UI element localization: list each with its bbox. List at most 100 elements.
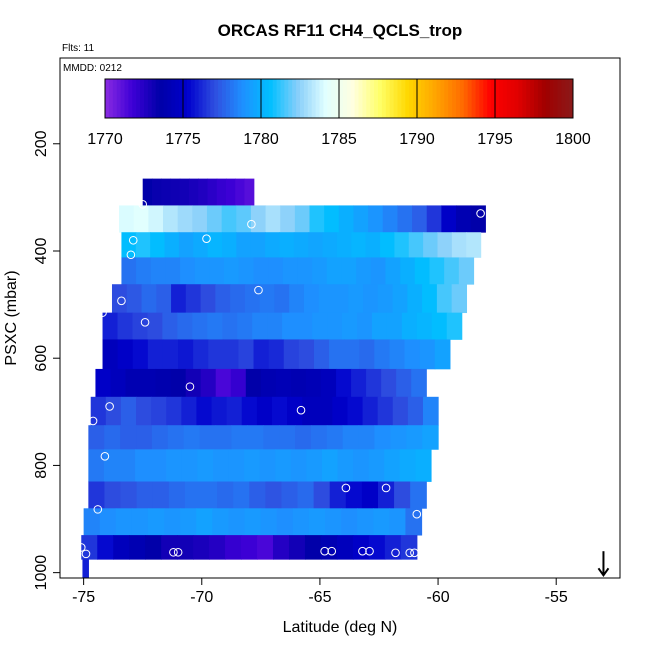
heatmap-cell-2-5 xyxy=(193,232,209,258)
colorbar-swatch-0 xyxy=(105,79,110,118)
heatmap-cell-11-5 xyxy=(168,481,186,509)
colorbar-tick-label-3: 1785 xyxy=(321,131,357,148)
heatmap-cell-7-2 xyxy=(125,368,142,398)
heatmap-cell-11-2 xyxy=(120,481,138,509)
heatmap-cell-0-0 xyxy=(142,178,153,206)
colorbar-swatch-41 xyxy=(264,79,270,118)
colorbar-swatch-71 xyxy=(381,79,387,118)
heatmap-cell-10-8 xyxy=(212,449,230,482)
heatmap-cell-5-23 xyxy=(446,312,463,340)
heatmap-cell-11-19 xyxy=(394,481,411,509)
heatmap-cell-0-3 xyxy=(170,178,181,206)
heatmap-cell-1-18 xyxy=(382,205,399,233)
heatmap-cell-2-13 xyxy=(308,232,324,258)
heatmap-cell-6-19 xyxy=(389,339,406,370)
heatmap-cell-7-9 xyxy=(230,368,247,398)
heatmap-cell-7-1 xyxy=(110,368,127,398)
heatmap-cell-10-3 xyxy=(135,449,152,482)
heatmap-cell-4-9 xyxy=(244,284,261,314)
x-tick-label-0: -75 xyxy=(72,589,95,606)
colorbar-tick-label-1: 1775 xyxy=(165,131,201,148)
heatmap-cell-6-10 xyxy=(253,339,270,370)
heatmap-cell-9-7 xyxy=(199,425,217,450)
colorbar-swatch-54 xyxy=(315,79,320,118)
heatmap-cell-2-2 xyxy=(150,232,166,258)
colorbar-swatch-113 xyxy=(545,79,551,118)
heatmap-cell-4-4 xyxy=(171,284,187,314)
colorbar-swatch-34 xyxy=(237,79,242,118)
heatmap-cell-10-13 xyxy=(290,449,307,482)
heatmap-cell-1-21 xyxy=(426,205,442,233)
heatmap-cell-1-6 xyxy=(206,205,223,233)
heatmap-cell-5-1 xyxy=(117,312,134,340)
heatmap-cell-6-20 xyxy=(404,339,421,370)
heatmap-cell-4-2 xyxy=(141,284,157,314)
marker-14 xyxy=(100,452,110,461)
heatmap-cell-9-0 xyxy=(88,425,105,450)
heatmap-cell-9-13 xyxy=(294,425,312,450)
heatmap-cell-9-5 xyxy=(167,425,185,450)
heatmap-cell-6-22 xyxy=(434,339,451,370)
heatmap-cell-3-0 xyxy=(121,257,137,285)
heatmap-cell-12-13 xyxy=(292,508,310,536)
heatmap-cell-4-8 xyxy=(230,284,246,314)
heatmap-cell-10-2 xyxy=(119,449,136,482)
heatmap-cell-13-12 xyxy=(272,535,290,560)
heatmap-cell-0-8 xyxy=(216,178,227,206)
colorbar-swatch-29 xyxy=(218,79,223,118)
heatmap-cell-6-12 xyxy=(283,339,300,370)
heatmap-cell-6-21 xyxy=(419,339,436,370)
heatmap-cell-7-4 xyxy=(155,368,172,398)
heatmap-cell-9-10 xyxy=(247,425,264,450)
colorbar-swatch-99 xyxy=(491,79,496,118)
heatmap-cell-1-19 xyxy=(397,205,413,233)
heatmap-cell-13-9 xyxy=(225,535,242,560)
colorbar-swatch-104 xyxy=(510,79,515,118)
heatmap-cell-12-5 xyxy=(164,508,181,536)
heatmap-cell-8-4 xyxy=(151,396,167,426)
colorbar-swatch-105 xyxy=(514,79,519,118)
heatmap-cell-4-1 xyxy=(126,284,143,314)
arrow-head xyxy=(597,567,610,578)
colorbar-swatch-45 xyxy=(280,79,285,118)
heatmap-cell-10-18 xyxy=(368,449,385,482)
colorbar-swatch-47 xyxy=(288,79,293,118)
heatmap-cell-2-22 xyxy=(437,232,453,258)
heatmap-cell-13-3 xyxy=(129,535,146,560)
heatmap-cell-5-18 xyxy=(371,312,388,340)
colorbar-swatch-24 xyxy=(198,79,203,118)
heatmap-cell-0-4 xyxy=(179,178,190,206)
heatmap-cell-13-1 xyxy=(97,535,114,560)
colorbar-swatch-94 xyxy=(471,79,476,118)
heatmap-cell-11-7 xyxy=(200,481,218,509)
plot-frame xyxy=(59,57,621,579)
heatmap-cell-2-17 xyxy=(365,232,381,258)
heatmap-cell-9-15 xyxy=(326,425,344,450)
heatmap-cell-12-9 xyxy=(228,508,246,536)
heatmap-cell-2-4 xyxy=(178,232,194,258)
heatmap-cell-12-17 xyxy=(357,508,374,536)
heatmap-cell-6-18 xyxy=(374,339,391,370)
heatmap-cell-3-19 xyxy=(400,257,416,285)
marker-17 xyxy=(93,505,103,514)
colorbar-swatch-13 xyxy=(155,79,161,118)
colorbar-swatch-80 xyxy=(417,79,422,118)
heatmap-cell-6-5 xyxy=(178,339,194,370)
colorbar-swatch-19 xyxy=(179,79,184,118)
y-tick-label-0: 200 xyxy=(33,130,50,157)
heatmap-cell-13-10 xyxy=(241,535,258,560)
marker-0 xyxy=(138,200,148,209)
heatmap-cell-6-14 xyxy=(313,339,330,370)
marker-21 xyxy=(169,547,178,557)
heatmap-cell-10-1 xyxy=(103,449,121,482)
marker-22 xyxy=(173,547,183,557)
heatmap-cell-13-16 xyxy=(336,535,354,560)
marker-10 xyxy=(185,382,195,391)
colorbar-swatch-79 xyxy=(413,79,418,118)
colorbar-swatch-88 xyxy=(448,79,453,118)
colorbar-swatch-8 xyxy=(136,79,141,118)
y-tick-label-2: 600 xyxy=(33,345,50,372)
heatmap-cell-11-6 xyxy=(184,481,202,509)
heatmap-cell-1-3 xyxy=(163,205,179,233)
heatmap-cell-1-22 xyxy=(441,205,457,233)
